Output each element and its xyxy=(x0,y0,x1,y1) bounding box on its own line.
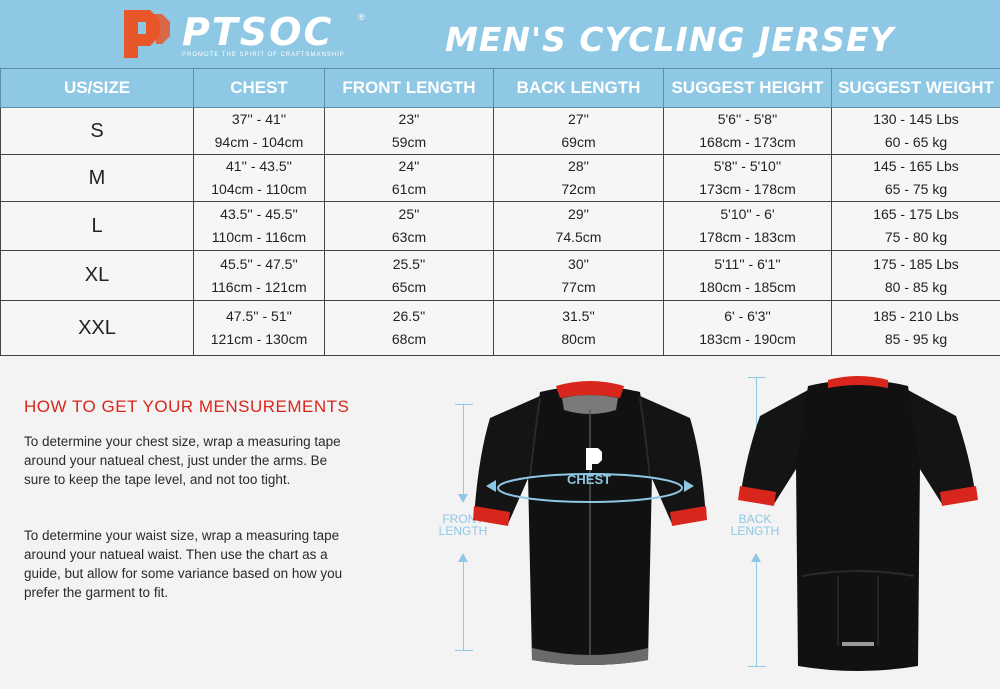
height-cell: 5'6'' - 5'8'' 168cm - 173cm xyxy=(663,107,832,155)
size-cell: XL xyxy=(0,250,194,301)
height-cell: 5'8'' - 5'10'' 173cm - 178cm xyxy=(663,154,832,202)
header-suggest-height: SUGGEST HEIGHT xyxy=(663,68,832,108)
chest-cell: 45.5'' - 47.5'' 116cm - 121cm xyxy=(193,250,325,301)
height-cell: 6' - 6'3'' 183cm - 190cm xyxy=(663,300,832,356)
header-us-size: US/SIZE xyxy=(0,68,194,108)
table-row: XL 45.5'' - 47.5'' 116cm - 121cm 25.5'' 65… xyxy=(0,250,1000,301)
chest-instructions: To determine your chest size, wrap a mea… xyxy=(24,434,341,487)
measurements-heading: HOW TO GET YOUR MENSUREMENTS xyxy=(24,397,350,416)
front-length-cell: 26.5'' 68cm xyxy=(324,300,494,356)
chest-label: CHEST xyxy=(567,472,612,487)
back-length-label: BACK LENGTH xyxy=(730,512,780,538)
front-length-cell: 23'' 59cm xyxy=(324,107,494,155)
jersey-back-image xyxy=(738,376,978,671)
weight-cell: 145 - 165 Lbs 65 - 75 kg xyxy=(831,154,1000,202)
front-length-cell: 25.5'' 65cm xyxy=(324,250,494,301)
brand-tagline: PROMOTE THE SPIRIT OF CRAFTSMANSHIP xyxy=(182,52,345,58)
waist-instructions: To determine your waist size, wrap a mea… xyxy=(24,528,343,600)
weight-cell: 185 - 210 Lbs 85 - 95 kg xyxy=(831,300,1000,356)
header-front-length: FRONT LENGTH xyxy=(324,68,494,108)
weight-cell: 130 - 145 Lbs 60 - 65 kg xyxy=(831,107,1000,155)
table-row: M 41'' - 43.5'' 104cm - 110cm 24'' 61cm 28… xyxy=(0,154,1000,202)
header-chest: CHEST xyxy=(193,68,325,108)
front-length-line-top xyxy=(463,405,464,497)
front-length-top-tick xyxy=(455,404,473,405)
header-back-length: BACK LENGTH xyxy=(493,68,664,108)
size-cell: XXL xyxy=(0,300,194,356)
size-cell: L xyxy=(0,201,194,251)
back-length-cell: 28'' 72cm xyxy=(493,154,664,202)
front-length-cell: 24'' 61cm xyxy=(324,154,494,202)
chest-cell: 41'' - 43.5'' 104cm - 110cm xyxy=(193,154,325,202)
back-length-cell: 31.5'' 80cm xyxy=(493,300,664,356)
brand-logo-icon xyxy=(124,10,170,58)
front-length-arrow-up-icon xyxy=(458,553,468,562)
brand-logo: PTSOC ® PROMOTE THE SPIRIT OF CRAFTSMANS… xyxy=(120,6,380,62)
table-row: XXL 47.5'' - 51'' 121cm - 130cm 26.5'' 68c… xyxy=(0,300,1000,356)
header-banner: PTSOC ® PROMOTE THE SPIRIT OF CRAFTSMANS… xyxy=(0,0,1000,68)
jersey-front-image xyxy=(473,381,707,665)
page-title: MEN'S CYCLING JERSEY xyxy=(445,20,895,59)
front-length-line-bottom xyxy=(463,560,464,650)
chest-cell: 37'' - 41'' 94cm - 104cm xyxy=(193,107,325,155)
brand-name: PTSOC xyxy=(182,10,334,54)
table-row: S 37'' - 41'' 94cm - 104cm 23'' 59cm 27'' 6… xyxy=(0,107,1000,155)
table-header-row: US/SIZE CHEST FRONT LENGTH BACK LENGTH S… xyxy=(0,68,1000,108)
registered-mark: ® xyxy=(358,12,365,22)
back-length-arrow-up-icon xyxy=(751,553,761,562)
front-length-cell: 25'' 63cm xyxy=(324,201,494,251)
size-cell: S xyxy=(0,107,194,155)
size-cell: M xyxy=(0,154,194,202)
weight-cell: 175 - 185 Lbs 80 - 85 kg xyxy=(831,250,1000,301)
chest-logo-icon xyxy=(586,448,602,470)
weight-cell: 165 - 175 Lbs 75 - 80 kg xyxy=(831,201,1000,251)
back-length-top-tick xyxy=(748,377,766,378)
header-suggest-weight: SUGGEST WEIGHT xyxy=(831,68,1000,108)
chest-cell: 43.5'' - 45.5'' 110cm - 116cm xyxy=(193,201,325,251)
back-length-cell: 30'' 77cm xyxy=(493,250,664,301)
back-length-cell: 29'' 74.5cm xyxy=(493,201,664,251)
height-cell: 5'11'' - 6'1'' 180cm - 185cm xyxy=(663,250,832,301)
chest-cell: 47.5'' - 51'' 121cm - 130cm xyxy=(193,300,325,356)
height-cell: 5'10'' - 6' 178cm - 183cm xyxy=(663,201,832,251)
back-length-line-bottom xyxy=(756,560,757,666)
back-length-bottom-tick xyxy=(748,666,766,667)
back-length-cell: 27'' 69cm xyxy=(493,107,664,155)
front-length-bottom-tick xyxy=(455,650,473,651)
front-length-arrow-down-icon xyxy=(458,494,468,503)
table-row: L 43.5'' - 45.5'' 110cm - 116cm 25'' 63cm … xyxy=(0,201,1000,251)
size-chart-table: US/SIZE CHEST FRONT LENGTH BACK LENGTH S… xyxy=(0,68,1000,356)
